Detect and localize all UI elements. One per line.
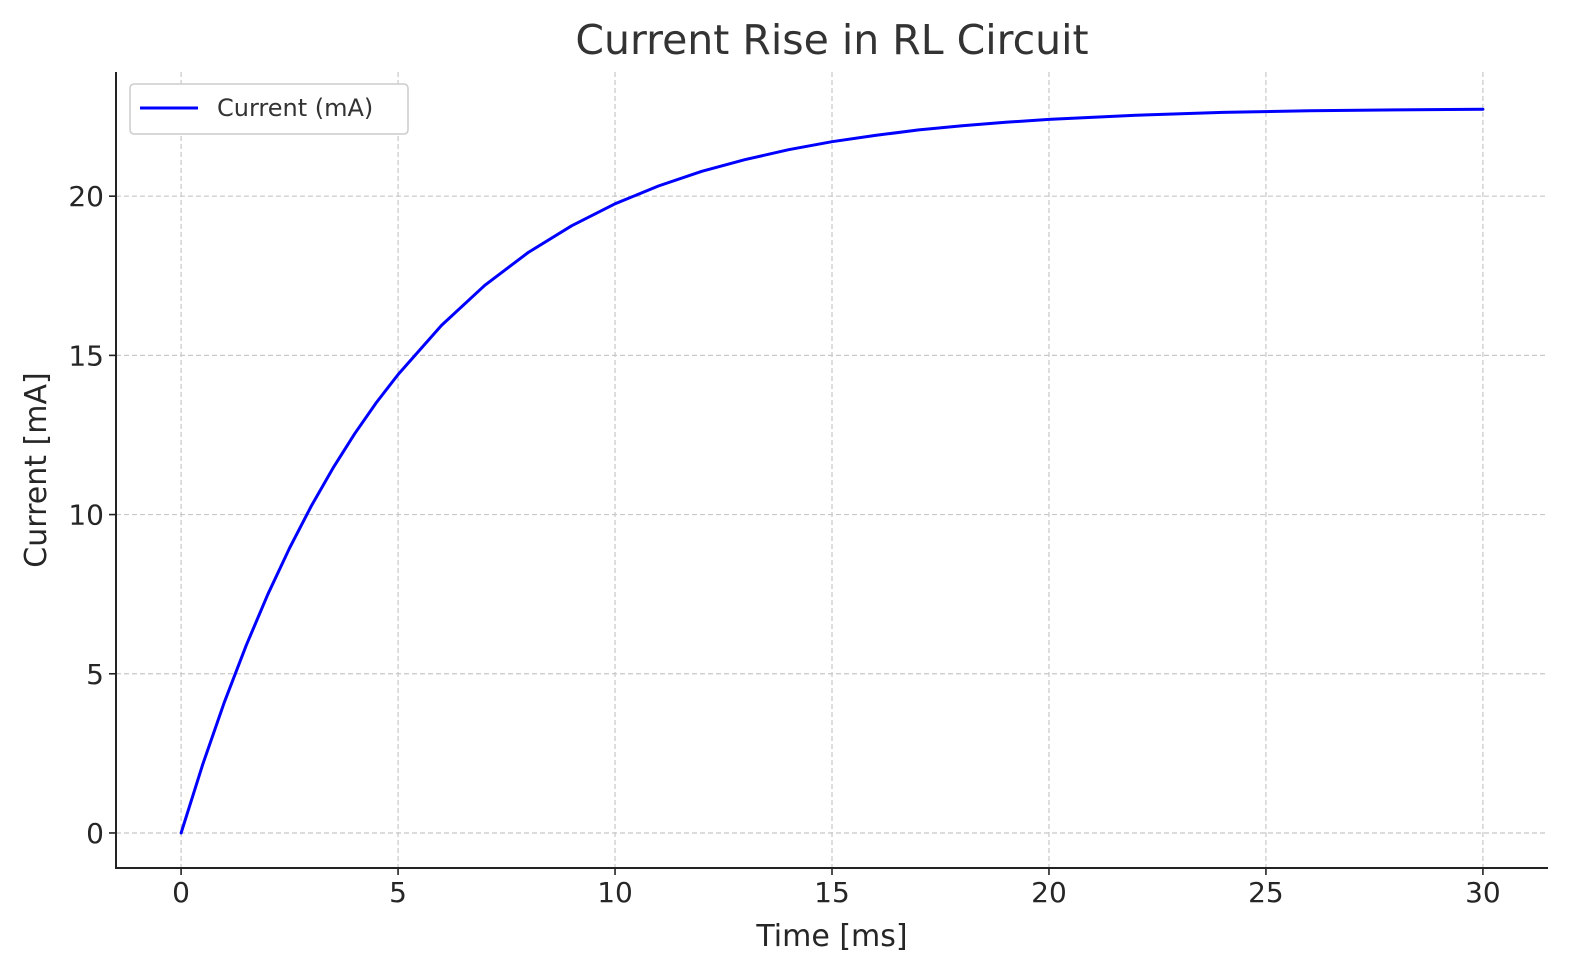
x-tick-label: 15	[814, 876, 850, 909]
series-line-current	[179, 107, 1485, 835]
legend: Current (mA)	[129, 83, 409, 135]
x-tick-label: 0	[172, 876, 190, 909]
x-tick-label: 20	[1031, 876, 1067, 909]
x-tick-label: 10	[597, 876, 633, 909]
y-axis-label: Current [mA]	[19, 372, 54, 567]
x-tick-label: 25	[1248, 876, 1284, 909]
x-tick-label: 5	[389, 876, 407, 909]
y-tick-label: 5	[86, 658, 104, 691]
series-layer	[179, 107, 1485, 835]
chart-title: Current Rise in RL Circuit	[575, 16, 1088, 64]
y-tick-label: 10	[68, 499, 104, 532]
y-tick-label: 15	[68, 339, 104, 372]
axis-spines	[115, 72, 1548, 869]
tick-labels: 0 5 10 15 20 25 30 0 5 10 15 20	[68, 180, 1500, 909]
x-tick-label: 30	[1465, 876, 1501, 909]
x-axis-label: Time [ms]	[755, 919, 907, 954]
legend-frame	[129, 83, 409, 135]
y-tick-label: 0	[86, 817, 104, 850]
y-tick-label: 20	[68, 180, 104, 213]
legend-label: Current (mA)	[217, 94, 373, 122]
axes	[115, 72, 1548, 869]
